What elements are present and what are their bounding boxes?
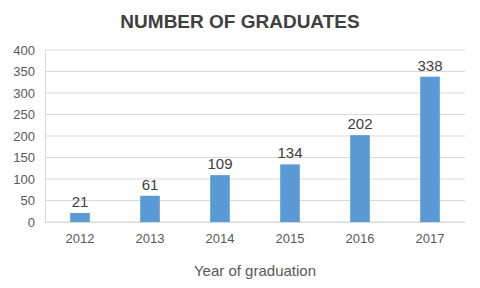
x-tick: 2017 — [416, 222, 445, 246]
grid-line — [45, 136, 465, 137]
x-tick: 2015 — [276, 222, 305, 246]
grid — [45, 50, 465, 222]
x-tick: 2013 — [136, 222, 165, 246]
y-tick: 100 — [13, 172, 45, 187]
y-tick-label: 50 — [21, 193, 35, 208]
x-axis: 2012 2013 2014 2015 2016 2017 — [46, 222, 466, 246]
data-labels: 21 61 109 134 202 338 — [72, 57, 443, 210]
bar — [350, 135, 370, 222]
y-tick-label: 350 — [13, 64, 35, 79]
data-label: 61 — [142, 176, 159, 193]
y-tick-label: 150 — [13, 150, 35, 165]
x-tick-label: 2012 — [66, 231, 95, 246]
bars — [70, 77, 440, 222]
data-label: 109 — [207, 155, 232, 172]
bar — [140, 196, 160, 222]
x-tick-label: 2015 — [276, 231, 305, 246]
y-tick-label: 100 — [13, 172, 35, 187]
y-tick-label: 0 — [28, 215, 35, 230]
y-tick: 350 — [13, 64, 45, 79]
y-axis: 0 50 100 150 200 250 300 350 400 — [13, 43, 45, 230]
x-tick-label: 2014 — [206, 231, 235, 246]
grid-line — [45, 71, 465, 72]
x-tick-label: 2017 — [416, 231, 445, 246]
grid-line — [45, 50, 465, 51]
chart: 0 50 100 150 200 250 300 350 400 2012 2013 2014 2015… — [0, 0, 480, 288]
x-tick: 2014 — [206, 222, 235, 246]
y-tick: 0 — [28, 215, 45, 230]
bar — [280, 164, 300, 222]
bar — [420, 77, 440, 222]
y-tick: 50 — [21, 193, 45, 208]
plot: 0 50 100 150 200 250 300 350 400 2012 2013 2014 2015… — [13, 43, 465, 247]
y-tick: 400 — [13, 43, 45, 58]
y-tick: 200 — [13, 129, 45, 144]
x-tick-label: 2016 — [346, 231, 375, 246]
data-label: 21 — [72, 193, 89, 210]
bar — [210, 175, 230, 222]
grid-line — [45, 114, 465, 115]
x-axis-line — [46, 222, 466, 223]
y-tick: 250 — [13, 107, 45, 122]
bar — [70, 213, 90, 222]
data-label: 202 — [347, 115, 372, 132]
grid-line — [45, 93, 465, 94]
y-tick-label: 400 — [13, 43, 35, 58]
grid-line — [45, 200, 465, 201]
data-label: 338 — [417, 57, 442, 74]
x-tick-label: 2013 — [136, 231, 165, 246]
data-label: 134 — [277, 144, 302, 161]
y-tick-label: 300 — [13, 86, 35, 101]
y-tick-label: 200 — [13, 129, 35, 144]
y-axis-line — [45, 51, 46, 223]
grid-line — [45, 179, 465, 180]
y-tick: 150 — [13, 150, 45, 165]
x-axis-title: Year of graduation — [194, 262, 316, 279]
x-tick: 2016 — [346, 222, 375, 246]
title: NUMBER OF GRADUATES — [120, 11, 359, 32]
grid-line — [45, 222, 465, 223]
y-tick-label: 250 — [13, 107, 35, 122]
grid-line — [45, 157, 465, 158]
x-tick: 2012 — [66, 222, 95, 246]
y-tick: 300 — [13, 86, 45, 101]
